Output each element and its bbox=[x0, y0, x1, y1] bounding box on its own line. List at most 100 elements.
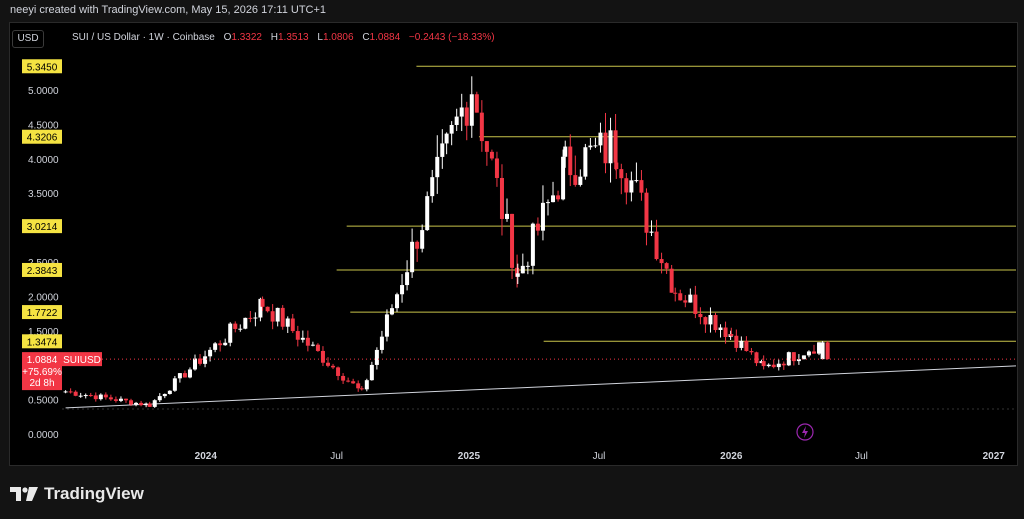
level-label-bg bbox=[22, 305, 62, 320]
candle-body bbox=[253, 317, 258, 319]
candle-body bbox=[718, 327, 723, 330]
candle-body bbox=[583, 147, 588, 177]
candle-body bbox=[172, 378, 177, 391]
x-tick-label: Jul bbox=[330, 451, 343, 462]
symbol-legend: SUI / US Dollar · 1W · Coinbase O1.3322 … bbox=[72, 32, 495, 43]
candle-body bbox=[578, 176, 583, 185]
candle-body bbox=[649, 231, 654, 233]
candle-body bbox=[796, 359, 801, 362]
candle-body bbox=[664, 263, 669, 269]
candle-body bbox=[395, 294, 400, 309]
candle-body bbox=[688, 294, 693, 303]
candle-body bbox=[83, 395, 88, 397]
candle-body bbox=[771, 364, 776, 368]
candle-body bbox=[761, 361, 766, 367]
candle-body bbox=[729, 334, 734, 336]
candle-body bbox=[678, 293, 683, 301]
brand-name: TradingView bbox=[44, 484, 144, 503]
candle-body bbox=[791, 352, 796, 362]
candle-body bbox=[525, 265, 530, 267]
candle-body bbox=[825, 342, 830, 360]
tradingview-logo: TradingView bbox=[10, 484, 144, 504]
candle-body bbox=[108, 397, 113, 400]
candle-body bbox=[208, 349, 213, 357]
candle-body bbox=[280, 307, 285, 327]
candle-body bbox=[739, 340, 744, 348]
candle-body bbox=[464, 107, 469, 126]
low-value: 1.0806 bbox=[322, 32, 354, 43]
candle-body bbox=[213, 343, 218, 350]
event-icon bbox=[796, 423, 814, 441]
candle-body bbox=[766, 364, 771, 367]
price-tag-price: 1.0884 bbox=[27, 355, 58, 366]
candle-body bbox=[331, 365, 336, 368]
support-trendline bbox=[65, 365, 1017, 409]
candle-body bbox=[218, 343, 223, 346]
x-tick-label: Jul bbox=[855, 451, 868, 462]
y-tick-label: 4.0000 bbox=[28, 155, 59, 166]
candle-body bbox=[144, 403, 149, 406]
candle-body bbox=[608, 130, 613, 164]
candle-body bbox=[698, 313, 703, 318]
x-tick-label: 2025 bbox=[458, 451, 481, 462]
candle-body bbox=[320, 350, 325, 363]
candle-body bbox=[310, 344, 315, 346]
candle-body bbox=[811, 351, 816, 354]
level-label: 1.7722 bbox=[27, 308, 58, 319]
y-tick-label: 0.0000 bbox=[28, 430, 59, 441]
candle-body bbox=[588, 145, 593, 148]
candle-body bbox=[177, 373, 182, 379]
candle-body bbox=[723, 327, 728, 337]
y-tick-label: 1.5000 bbox=[28, 327, 59, 338]
candle-body bbox=[265, 306, 270, 312]
y-tick-label: 2.0000 bbox=[28, 292, 59, 303]
candle-body bbox=[359, 388, 364, 390]
candle-body bbox=[505, 213, 510, 219]
y-tick-label: 3.5000 bbox=[28, 189, 59, 200]
candle-body bbox=[786, 352, 791, 366]
candle-body bbox=[598, 132, 603, 146]
currency-button[interactable]: USD bbox=[12, 30, 44, 48]
candle-body bbox=[147, 403, 152, 407]
candle-body bbox=[759, 361, 764, 364]
candle-body bbox=[374, 349, 379, 365]
y-tick-label: 0.5000 bbox=[28, 396, 59, 407]
candle-body bbox=[300, 337, 305, 340]
symbol-name: SUI / US Dollar · 1W · Coinbase bbox=[72, 32, 215, 43]
candle-body bbox=[619, 169, 624, 179]
candle-body bbox=[634, 180, 639, 182]
level-label: 2.3843 bbox=[27, 266, 58, 277]
candle-body bbox=[734, 335, 739, 348]
level-label: 1.3474 bbox=[27, 337, 58, 348]
level-label-bg bbox=[22, 129, 62, 144]
candle-body bbox=[198, 358, 203, 364]
candle-body bbox=[806, 351, 811, 356]
candle-body bbox=[63, 391, 68, 393]
candle-body bbox=[683, 300, 688, 303]
candle-body bbox=[243, 317, 248, 329]
candle-body bbox=[494, 158, 499, 178]
candle-body bbox=[801, 355, 806, 360]
candle-body bbox=[440, 143, 445, 157]
candle-body bbox=[400, 285, 405, 295]
candle-body bbox=[499, 177, 504, 219]
price-tag-change: +75.69% bbox=[22, 367, 62, 378]
candle-body bbox=[744, 340, 749, 352]
level-label: 3.0214 bbox=[27, 222, 58, 233]
candle-body bbox=[270, 311, 275, 322]
level-label-bg bbox=[22, 262, 62, 277]
candle-body bbox=[781, 363, 786, 366]
candle-body bbox=[187, 369, 192, 378]
candle-body bbox=[776, 363, 781, 368]
candle-body bbox=[624, 178, 629, 193]
candle-body bbox=[410, 241, 415, 273]
candle-body bbox=[673, 292, 678, 294]
candle-body bbox=[603, 132, 608, 164]
candle-body bbox=[459, 107, 464, 117]
candle-body bbox=[535, 223, 540, 231]
candle-body bbox=[379, 336, 384, 350]
candle-body bbox=[708, 315, 713, 325]
candle-body bbox=[479, 112, 484, 142]
candle-body bbox=[484, 141, 489, 152]
